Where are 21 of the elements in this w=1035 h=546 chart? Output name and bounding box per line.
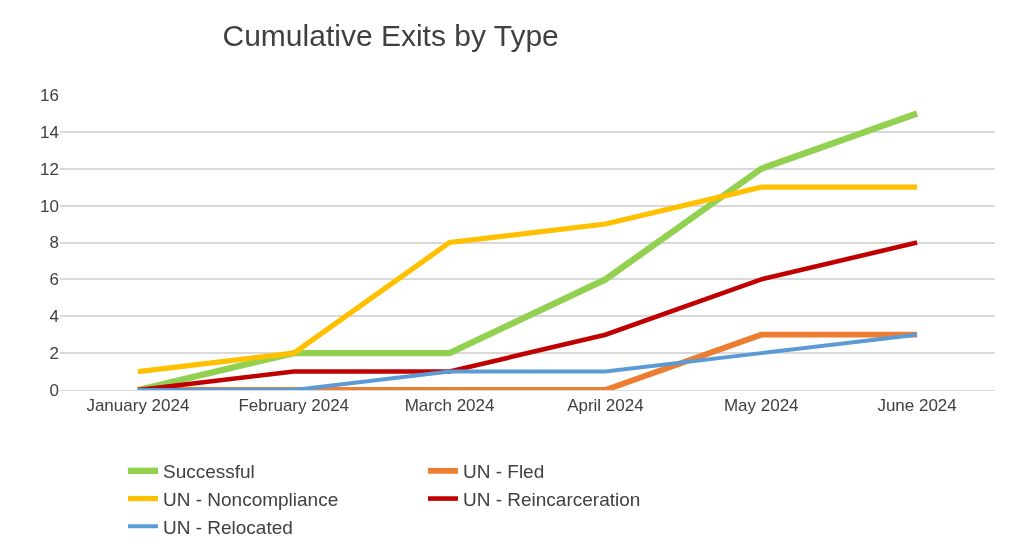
chart-title: Cumulative Exits by Type	[222, 18, 559, 52]
x-tick-label: March 2024	[404, 396, 495, 416]
legend-label: UN - Relocated	[162, 516, 293, 538]
legend-label: UN - Fled	[462, 461, 545, 483]
y-tick-label: 6	[49, 270, 59, 290]
y-tick-label: 8	[49, 233, 59, 253]
y-tick-label: 16	[40, 85, 59, 105]
legend-label: Successful	[162, 461, 255, 483]
y-tick-label: 12	[40, 159, 59, 179]
x-tick-label: January 2024	[86, 396, 190, 416]
y-tick-label: 4	[49, 307, 59, 327]
x-tick-label: February 2024	[238, 396, 350, 416]
x-tick-label: April 2024	[567, 396, 644, 416]
legend-label: UN - Noncompliance	[162, 488, 339, 510]
y-tick-label: 2	[49, 344, 59, 364]
x-tick-label: May 2024	[723, 396, 799, 416]
x-tick-label: June 2024	[877, 396, 957, 416]
legend-label: UN - Reincarceration	[462, 488, 641, 510]
y-tick-label: 0	[49, 380, 59, 400]
y-tick-label: 10	[40, 196, 59, 216]
y-tick-label: 14	[40, 122, 59, 142]
